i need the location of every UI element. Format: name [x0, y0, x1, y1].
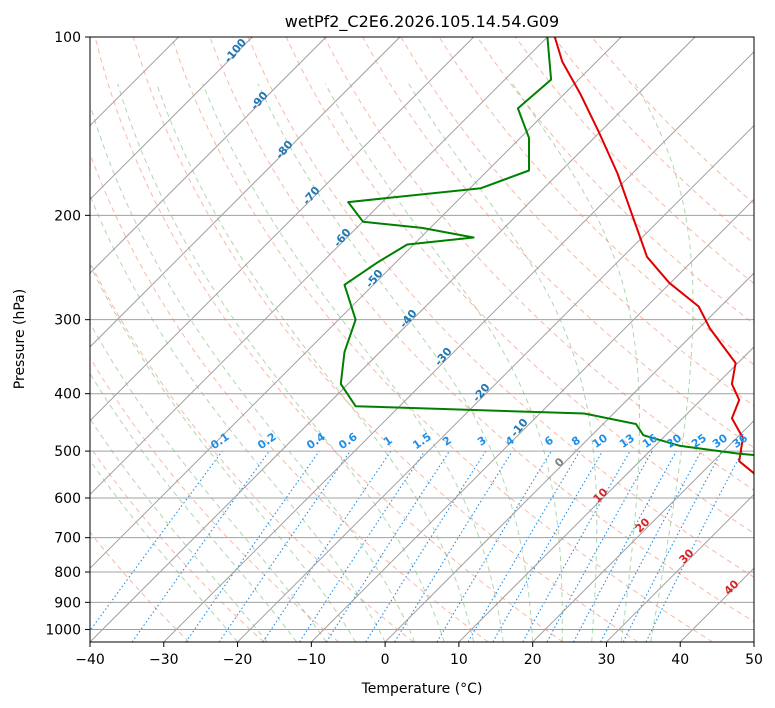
chart-title: wetPf2_C2E6.2026.105.14.54.G09 [285, 12, 559, 32]
isobar-grid [90, 37, 754, 630]
dry-adiabat-line [90, 152, 489, 642]
moist-adiabat-line [90, 103, 416, 642]
dewpoint-profile-line [339, 37, 754, 456]
dry-adiabat-line [94, 37, 564, 642]
isotherm-line [90, 37, 401, 348]
moist-adiabat-line [90, 459, 238, 642]
y-tick-label: 200 [54, 208, 81, 224]
isotherm-line [606, 493, 754, 642]
x-tick-label: 40 [671, 652, 689, 668]
moist-adiabat-line [90, 321, 327, 642]
y-tick-label: 500 [54, 444, 81, 460]
isotherm-line [90, 37, 475, 422]
x-tick-label: −40 [75, 652, 105, 668]
y-axis-ticks: 100 200 300 400 500 600 700 800 900 1000 [45, 30, 90, 638]
dry-adiabat-line [90, 531, 190, 642]
mixing-ratio-line [394, 450, 513, 642]
x-axis-ticks: −40 −30 −20 −10 0 10 20 30 40 50 [75, 642, 763, 668]
y-tick-label: 100 [54, 30, 81, 46]
y-tick-label: 400 [54, 387, 81, 403]
mixing-ratio-line [573, 450, 677, 642]
moist-adiabat-line [512, 83, 640, 642]
x-tick-label: 10 [450, 652, 468, 668]
y-tick-label: 800 [54, 565, 81, 581]
dry-adiabat-line [247, 37, 754, 578]
dry-adiabat-line [362, 37, 754, 449]
isotherm-line [237, 124, 754, 642]
y-tick-label: 900 [54, 595, 81, 611]
moist-adiabat-line [156, 83, 475, 642]
isotherm-line [90, 37, 253, 201]
isotherm-line [384, 272, 754, 642]
moist-adiabat-line [257, 83, 534, 642]
isotherm-line [90, 37, 327, 274]
moist-adiabat-line [117, 83, 445, 642]
mixing-ratio-lines [90, 450, 743, 642]
plot-frame [89, 36, 755, 643]
temperature-profile-line [553, 37, 754, 476]
mixing-ratio-line [90, 450, 223, 632]
moist-adiabat-line [408, 83, 598, 642]
dry-adiabat-line [132, 37, 639, 642]
isotherm-line [90, 37, 622, 569]
moist-adiabat-line [202, 83, 504, 642]
y-tick-label: 1000 [45, 622, 81, 638]
mixing-ratio-line [546, 450, 653, 642]
mixing-ratio-line [299, 450, 426, 642]
y-tick-label: 700 [54, 531, 81, 547]
isotherm-line [163, 51, 754, 642]
dry-adiabat-line [400, 37, 754, 407]
x-tick-label: 0 [381, 652, 390, 668]
y-tick-label: 600 [54, 491, 81, 507]
mixing-ratio-line [645, 450, 743, 642]
dry-adiabat-line [476, 37, 754, 325]
plot-area: -100-90-80-70-60-50-40-30-20-100.1 0.2 0.4… [90, 37, 754, 642]
isotherm-line [90, 37, 548, 496]
x-tick-label: 20 [524, 652, 542, 668]
x-tick-label: −30 [149, 652, 179, 668]
x-tick-label: 30 [598, 652, 616, 668]
y-axis-label: Pressure (hPa) [12, 289, 28, 389]
moist-adiabat-line [90, 264, 357, 642]
dry-adiabat-line [171, 37, 713, 642]
moist-adiabat-line [324, 83, 563, 642]
y-tick-label: 300 [54, 313, 81, 329]
isotherm-line [458, 346, 754, 642]
isotherm-line [532, 419, 754, 642]
isotherm-grid [90, 37, 754, 642]
dry-adiabat-line [515, 37, 754, 285]
mixing-ratio-line [131, 450, 270, 642]
mixing-ratio-line [262, 450, 392, 642]
mixing-ratio-line [218, 450, 351, 642]
dry-adiabat-line [90, 356, 339, 642]
mixing-ratio-line [522, 450, 631, 642]
mixing-ratio-line [325, 450, 450, 642]
x-tick-label: 50 [745, 652, 763, 668]
profiles [339, 37, 754, 476]
x-tick-label: −20 [223, 652, 253, 668]
mixing-ratio-line [185, 450, 320, 642]
isotherm-line [90, 37, 696, 642]
x-tick-label: −10 [297, 652, 327, 668]
x-axis-label: Temperature (°C) [361, 681, 483, 697]
isotherm-line [310, 198, 754, 642]
